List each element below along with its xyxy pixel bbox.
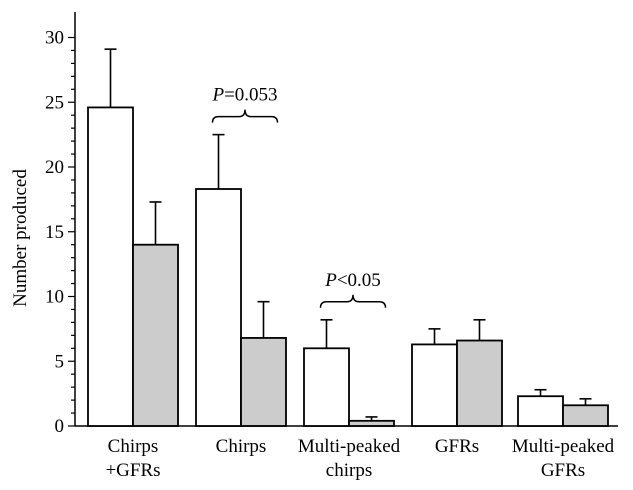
x-category-label: Multi-peaked GFRs bbox=[512, 436, 615, 481]
bar-series-1 bbox=[411, 343, 458, 427]
x-category-label: Chirps bbox=[216, 436, 267, 457]
x-category-label-line: GFRs bbox=[541, 460, 585, 481]
significance-value: =0.053 bbox=[224, 85, 277, 106]
x-category-label-line: Chirps bbox=[216, 436, 267, 457]
y-tick-label: 5 bbox=[55, 351, 65, 372]
x-category-label-line: Multi-peaked bbox=[298, 436, 401, 457]
y-tick-label: 20 bbox=[45, 157, 64, 178]
bar-series-1 bbox=[303, 347, 350, 427]
bar-series-2 bbox=[240, 337, 287, 427]
x-category-label-line: chirps bbox=[326, 460, 372, 481]
y-tick-label: 30 bbox=[45, 28, 64, 49]
significance-label: P=0.053 bbox=[211, 85, 277, 106]
x-category-label-line: Chirps bbox=[108, 436, 159, 457]
x-category-label-line: +GFRs bbox=[105, 460, 160, 481]
significance-value: <0.05 bbox=[337, 270, 381, 291]
significance-brace bbox=[211, 109, 279, 123]
bar-series-2 bbox=[456, 339, 503, 427]
y-tick-label: 25 bbox=[45, 92, 64, 113]
x-category-label: Multi-peaked chirps bbox=[298, 436, 401, 481]
significance-brace bbox=[319, 294, 387, 308]
bar-series-2 bbox=[348, 419, 395, 427]
bar-series-2 bbox=[132, 243, 179, 427]
bar-series-1 bbox=[195, 188, 242, 427]
plot-area: 0 5 10 15 20 25 30 Chirps +GFRs Chirps Multi-peake… bbox=[45, 12, 618, 481]
x-category-label: Chirps +GFRs bbox=[105, 436, 160, 481]
bar-series-2 bbox=[562, 404, 609, 427]
y-tick-label: 15 bbox=[45, 222, 64, 243]
bar-series-1 bbox=[517, 395, 564, 427]
x-category-label-line: Multi-peaked bbox=[512, 436, 615, 457]
y-tick-label: 10 bbox=[45, 287, 64, 308]
y-axis-title: Number produced bbox=[10, 169, 31, 307]
significance-p-symbol: P bbox=[324, 270, 337, 291]
significance-label: P<0.05 bbox=[324, 270, 381, 291]
x-category-label-line: GFRs bbox=[435, 436, 479, 457]
y-tick-label: 0 bbox=[55, 416, 65, 437]
bar-series-1 bbox=[87, 106, 134, 427]
significance-p-symbol: P bbox=[211, 85, 224, 106]
x-category-label: GFRs bbox=[435, 436, 479, 457]
